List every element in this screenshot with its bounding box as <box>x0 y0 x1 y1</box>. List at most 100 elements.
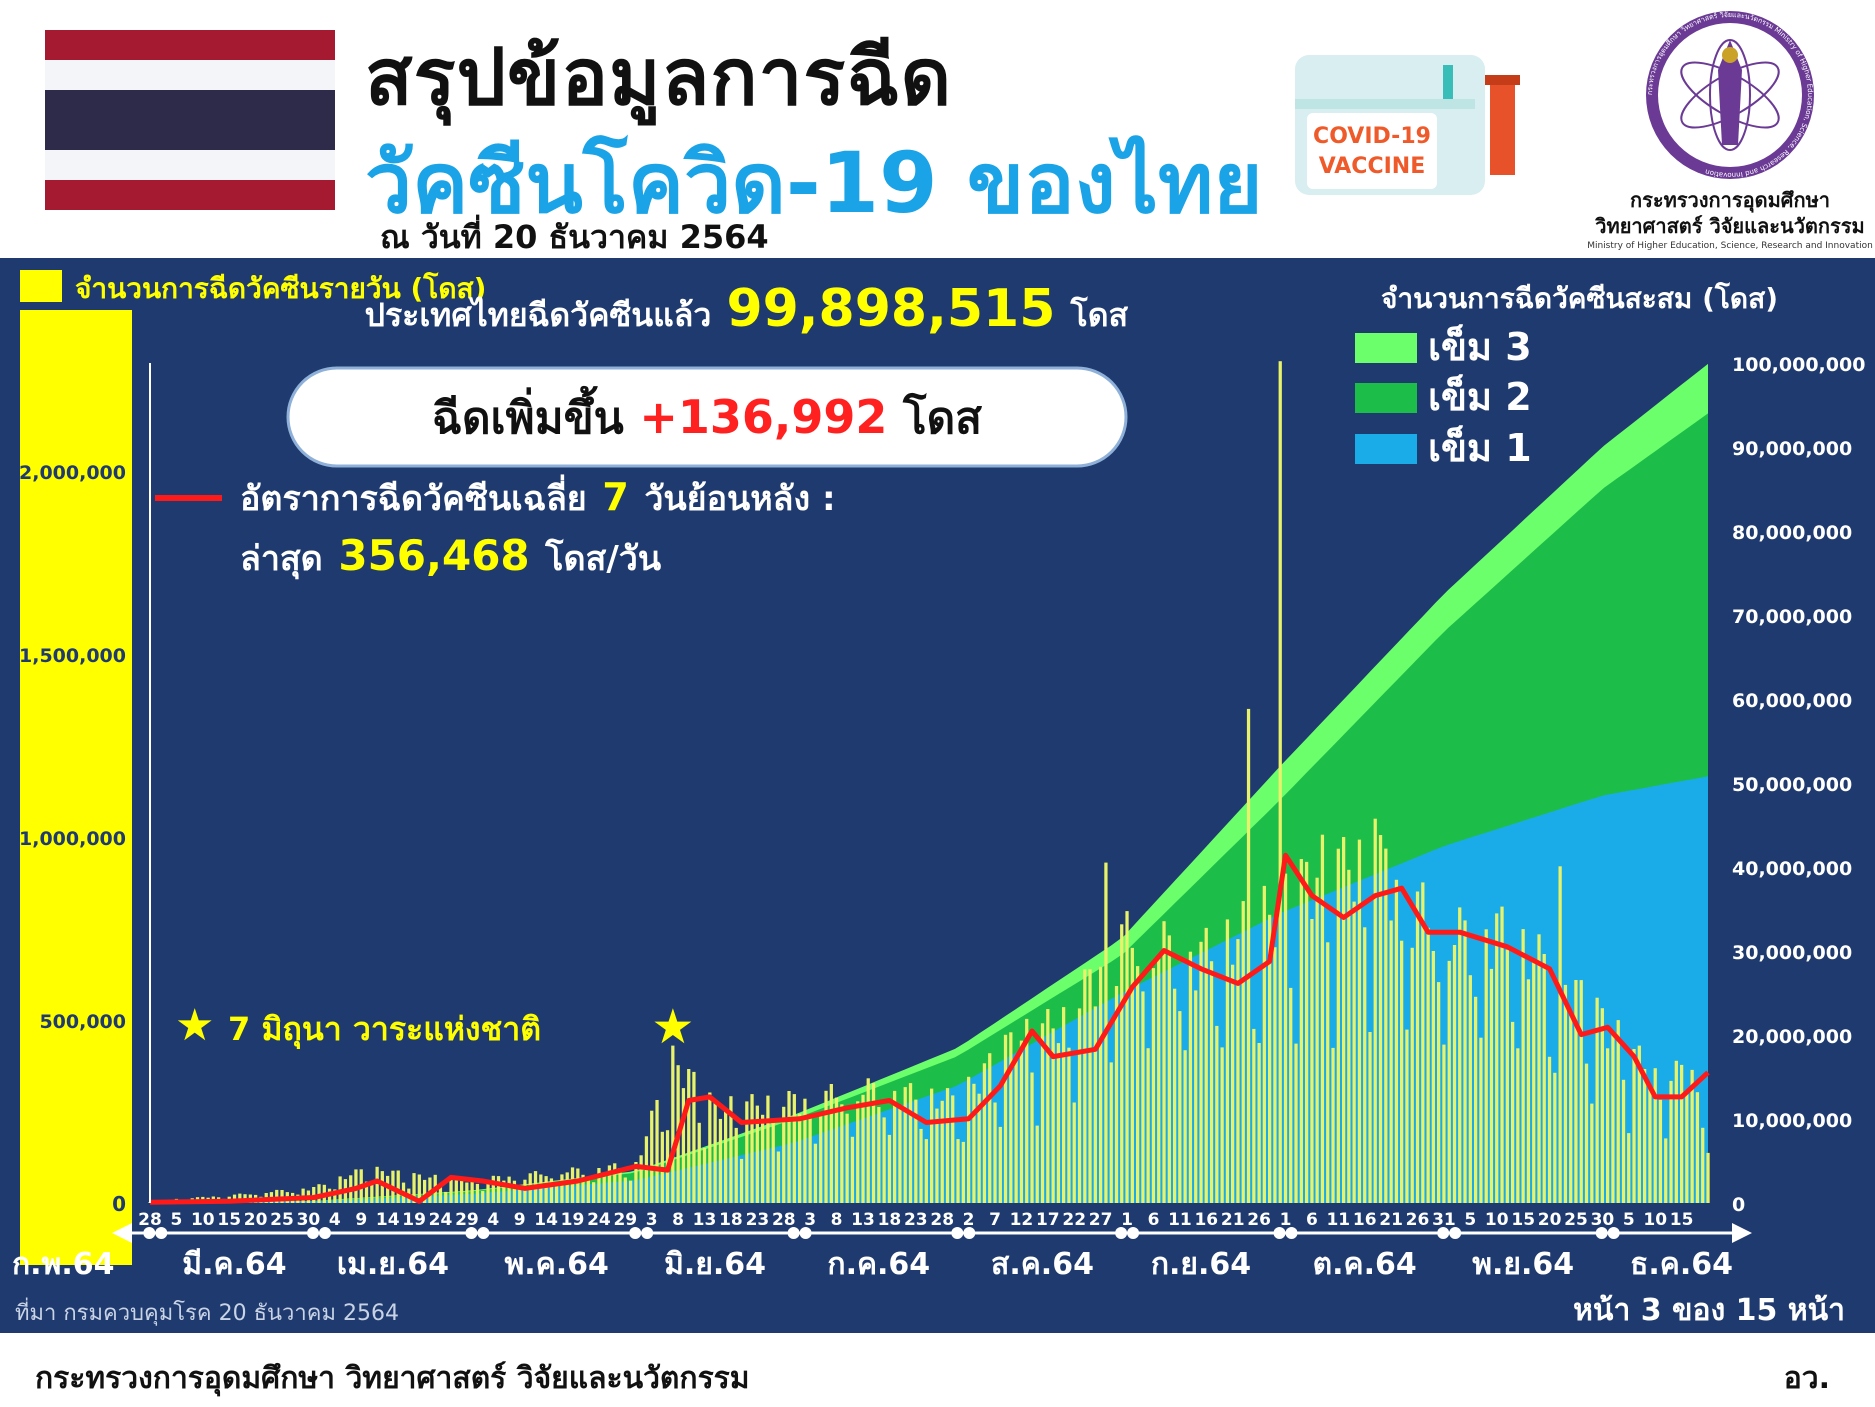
daily-bar <box>871 1083 876 1203</box>
x-axis-day-ticks: 28 5 10 15 20 25 30 4 9 14 19 24 29 4 9 14 19 24 29 3 8 13 18 2… <box>138 1210 1693 1230</box>
day-tick-label: 24 <box>587 1210 611 1230</box>
day-tick-label: 7 <box>989 1210 1001 1230</box>
day-tick-label: 5 <box>170 1210 182 1230</box>
daily-bar <box>945 1088 950 1203</box>
daily-bar <box>761 1114 765 1203</box>
avg-7day-line <box>149 852 1710 1205</box>
daily-bar <box>1209 961 1214 1203</box>
day-tick-label: 23 <box>904 1210 928 1230</box>
daily-bar <box>1437 982 1441 1203</box>
daily-bar <box>1093 1006 1097 1203</box>
daily-bar <box>1426 927 1430 1203</box>
month-label: เม.ย.64 <box>337 1247 449 1282</box>
daily-bar <box>1326 942 1330 1203</box>
day-tick-label: 14 <box>534 1210 558 1230</box>
daily-bar <box>1088 969 1092 1203</box>
daily-bar <box>518 1187 522 1203</box>
daily-bar <box>1173 988 1177 1203</box>
daily-bar <box>1500 906 1504 1203</box>
month-label: มี.ค.64 <box>182 1247 286 1282</box>
daily-bar <box>813 1143 818 1203</box>
daily-bar <box>893 1090 897 1203</box>
daily-bar <box>988 1053 992 1203</box>
daily-bar <box>1062 1007 1066 1203</box>
daily-bar <box>396 1170 400 1203</box>
daily-bar <box>275 1189 279 1203</box>
daily-bar <box>708 1092 712 1203</box>
daily-bar <box>882 1117 886 1203</box>
daily-bar <box>1215 1025 1219 1203</box>
daily-bar <box>1083 969 1087 1203</box>
daily-bar <box>386 1175 390 1203</box>
daily-bar <box>375 1166 379 1203</box>
daily-bar <box>1056 1043 1061 1203</box>
daily-bar <box>1040 1023 1045 1203</box>
daily-bar <box>1310 919 1314 1203</box>
total-doses-unit: โดส <box>1070 296 1129 334</box>
right-tick-label: 50,000,000 <box>1732 774 1852 796</box>
daily-bar <box>417 1174 421 1203</box>
increase-pill <box>286 366 1128 468</box>
daily-axis-band <box>20 310 132 1265</box>
daily-bar <box>734 1127 738 1203</box>
increase-value: +136,992 <box>639 390 887 444</box>
daily-bar <box>755 1105 759 1203</box>
daily-bar <box>1130 947 1134 1203</box>
day-tick-label: 31 <box>1432 1210 1456 1230</box>
daily-bar <box>623 1177 627 1203</box>
daily-bar <box>1606 1048 1610 1203</box>
daily-bar <box>1231 964 1235 1203</box>
day-tick-label: 15 <box>217 1210 241 1230</box>
daily-bar <box>423 1179 427 1203</box>
daily-bar <box>1415 891 1420 1203</box>
daily-bar <box>444 1191 448 1203</box>
daily-bar <box>613 1163 617 1203</box>
day-tick-label: 4 <box>329 1210 341 1230</box>
daily-bar <box>460 1179 464 1203</box>
daily-bar <box>1400 940 1404 1203</box>
daily-bar <box>1458 907 1462 1203</box>
day-tick-label: 3 <box>804 1210 816 1230</box>
legend-label-dose3: เข็ม 3 <box>1428 324 1532 369</box>
page-subtitle: วัคซีนโควิด-19 ของไทย <box>365 134 1263 232</box>
daily-bar <box>1627 1133 1631 1203</box>
daily-bar <box>1030 1072 1034 1203</box>
thai-flag <box>45 30 335 220</box>
daily-bar <box>1167 935 1171 1203</box>
daily-bar <box>1532 961 1536 1203</box>
vaccination-chart: จำนวนการฉีดวัคซีนรายวัน (โดส) จำนวนการฉี… <box>12 270 1865 1328</box>
daily-bar <box>782 1106 786 1203</box>
right-tick-label: 40,000,000 <box>1732 858 1852 880</box>
daily-bar <box>655 1100 659 1203</box>
daily-bar <box>1246 708 1251 1203</box>
vaccine-badge-line1: COVID-19 <box>1313 124 1431 149</box>
star-annotation-text: 7 มิถุนา วาระแห่งชาติ <box>228 1010 541 1050</box>
daily-bar <box>1019 1040 1024 1203</box>
daily-bar <box>834 1097 839 1203</box>
day-tick-label: 5 <box>1623 1210 1635 1230</box>
daily-bar <box>1268 914 1272 1203</box>
day-tick-label: 17 <box>1036 1210 1060 1230</box>
daily-bar <box>1574 980 1578 1203</box>
daily-bar <box>507 1176 511 1203</box>
daily-bar <box>1141 991 1145 1203</box>
daily-bar <box>1352 901 1356 1203</box>
daily-bar <box>1357 839 1362 1203</box>
daily-bar <box>364 1181 369 1203</box>
day-tick-label: 24 <box>429 1210 453 1230</box>
daily-bar <box>570 1167 575 1203</box>
daily-bar <box>1706 1152 1710 1203</box>
daily-bar <box>470 1178 474 1203</box>
daily-bar <box>1099 966 1103 1203</box>
day-tick-label: 4 <box>487 1210 499 1230</box>
daily-bar <box>1336 848 1340 1203</box>
right-tick-label: 10,000,000 <box>1732 1110 1852 1132</box>
daily-bar <box>702 1148 707 1203</box>
daily-bar <box>1563 984 1568 1203</box>
daily-bar <box>1225 919 1230 1203</box>
daily-bar <box>1347 869 1351 1203</box>
day-tick-label: 20 <box>244 1210 268 1230</box>
month-label: ก.พ.64 <box>12 1247 114 1282</box>
daily-bar <box>1643 1069 1647 1203</box>
daily-bar <box>1204 927 1208 1203</box>
